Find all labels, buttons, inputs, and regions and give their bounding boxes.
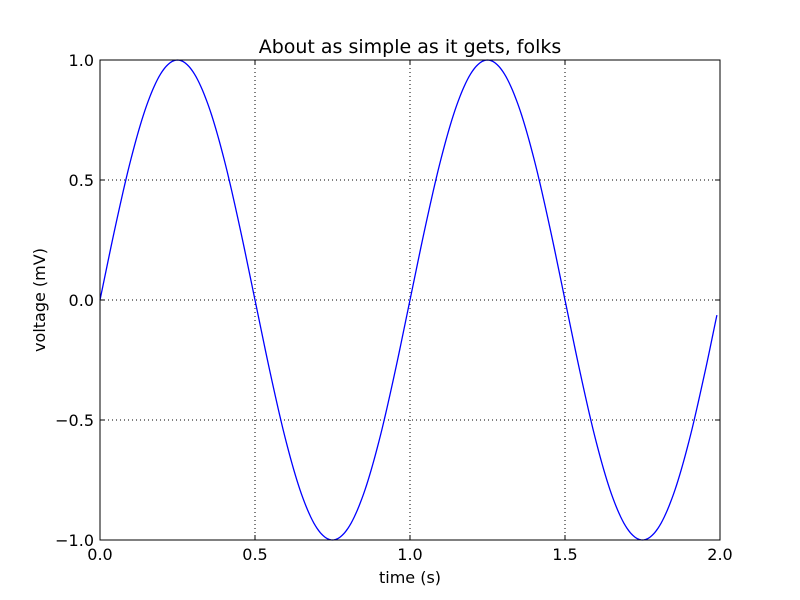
plot-frame [99, 59, 721, 541]
y-tick-label: −0.5 [55, 411, 94, 430]
chart-title: About as simple as it gets, folks [259, 36, 562, 58]
x-tick-label: 2.0 [707, 545, 732, 564]
series-line [99, 59, 718, 541]
series-layer [99, 59, 718, 541]
x-tick-label: 1.0 [397, 545, 422, 564]
y-tick-label: −1.0 [55, 531, 94, 550]
y-tick-label: 1.0 [69, 51, 94, 70]
y-tick-labels: 1.0 0.5 0.0 −0.5 −1.0 [55, 51, 94, 550]
y-tick-label: 0.0 [69, 291, 94, 310]
x-tick-label: 1.5 [552, 545, 577, 564]
x-tick-label: 0.5 [242, 545, 267, 564]
y-axis-label: voltage (mV) [30, 248, 49, 352]
x-tick-labels: 0.0 0.5 1.0 1.5 2.0 [87, 545, 732, 564]
x-axis-label: time (s) [379, 568, 441, 587]
x-tick-label: 0.0 [87, 545, 112, 564]
y-tick-label: 0.5 [69, 171, 94, 190]
